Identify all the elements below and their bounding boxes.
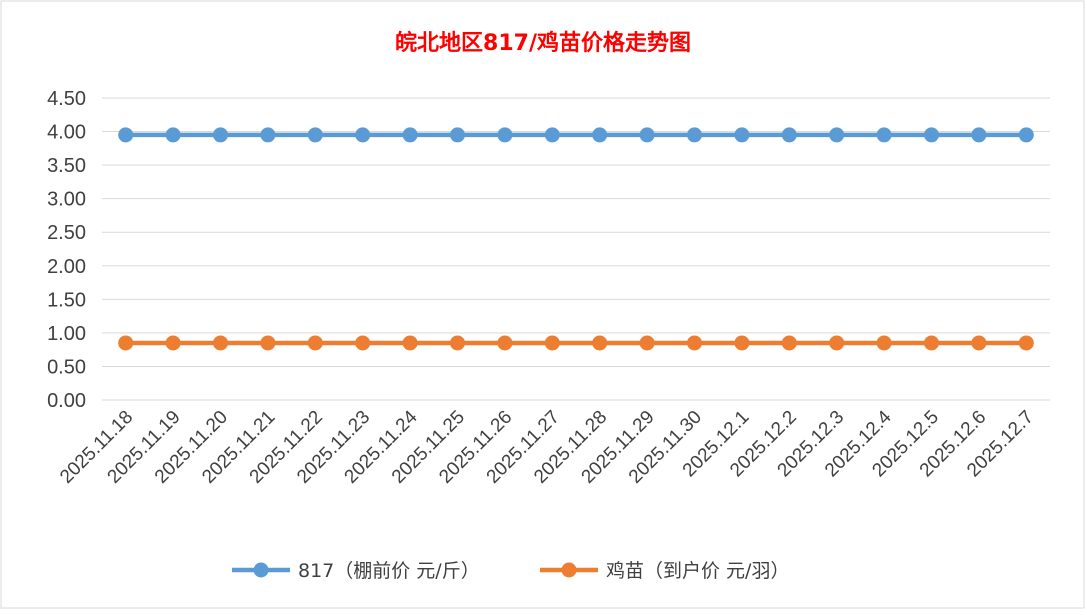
data-point <box>734 127 750 143</box>
data-point <box>687 127 702 143</box>
data-point <box>592 335 608 351</box>
y-tick-label: 4.50 <box>47 88 86 110</box>
data-point <box>544 335 560 351</box>
data-point <box>876 335 892 351</box>
data-point <box>592 127 608 143</box>
y-tick-label: 0.50 <box>47 356 86 378</box>
y-tick-label: 3.50 <box>47 155 86 177</box>
series-1 <box>118 127 1034 143</box>
data-point <box>497 335 513 351</box>
data-point <box>165 335 181 351</box>
data-point <box>924 335 939 351</box>
legend-item: 鸡苗（到户价 元/羽） <box>540 560 789 582</box>
legend: 817（棚前价 元/斤） 鸡苗（到户价 元/羽） <box>232 560 789 582</box>
data-point <box>165 127 181 143</box>
data-point <box>450 127 465 143</box>
data-point <box>402 127 418 143</box>
data-point <box>307 335 323 351</box>
data-point <box>734 335 750 351</box>
data-point <box>260 335 276 351</box>
data-point <box>876 127 892 143</box>
y-tick-label: 1.50 <box>47 289 86 311</box>
chart-title: 皖北地区817/鸡苗价格走势图 <box>395 30 691 56</box>
data-point <box>544 127 560 143</box>
y-tick-label: 4.00 <box>47 122 86 144</box>
y-axis-ticks: 0.00 0.50 1.00 1.50 2.00 2.50 3.00 3.50 4.00 4.50 <box>47 88 86 412</box>
y-tick-label: 0.00 <box>47 390 86 412</box>
legend-swatch-marker <box>561 562 577 578</box>
data-point <box>1018 335 1034 351</box>
data-point <box>639 335 655 351</box>
data-point <box>402 335 418 351</box>
data-point <box>497 127 513 143</box>
y-tick-label: 2.00 <box>47 256 86 278</box>
data-point <box>971 127 987 143</box>
legend-swatch-marker <box>253 562 269 578</box>
data-point <box>355 335 371 351</box>
legend-item: 817（棚前价 元/斤） <box>232 560 480 582</box>
data-point <box>687 335 702 351</box>
gridlines <box>102 97 1050 401</box>
y-tick-label: 1.00 <box>47 323 86 345</box>
data-point <box>260 127 276 143</box>
data-point <box>971 335 987 351</box>
data-point <box>781 335 797 351</box>
legend-label: 817（棚前价 元/斤） <box>298 560 480 582</box>
y-tick-label: 2.50 <box>47 222 86 244</box>
data-point <box>307 127 323 143</box>
data-point <box>213 335 228 351</box>
data-point <box>118 335 134 351</box>
data-point <box>1018 127 1034 143</box>
data-point <box>450 335 465 351</box>
data-point <box>639 127 655 143</box>
series-2 <box>118 335 1034 351</box>
data-point <box>781 127 797 143</box>
series-lines <box>118 127 1034 351</box>
data-point <box>213 127 228 143</box>
data-point <box>355 127 371 143</box>
data-point <box>924 127 939 143</box>
y-tick-label: 3.00 <box>47 189 86 211</box>
legend-label: 鸡苗（到户价 元/羽） <box>606 560 789 582</box>
data-point <box>118 127 134 143</box>
data-point <box>829 335 845 351</box>
data-point <box>829 127 845 143</box>
